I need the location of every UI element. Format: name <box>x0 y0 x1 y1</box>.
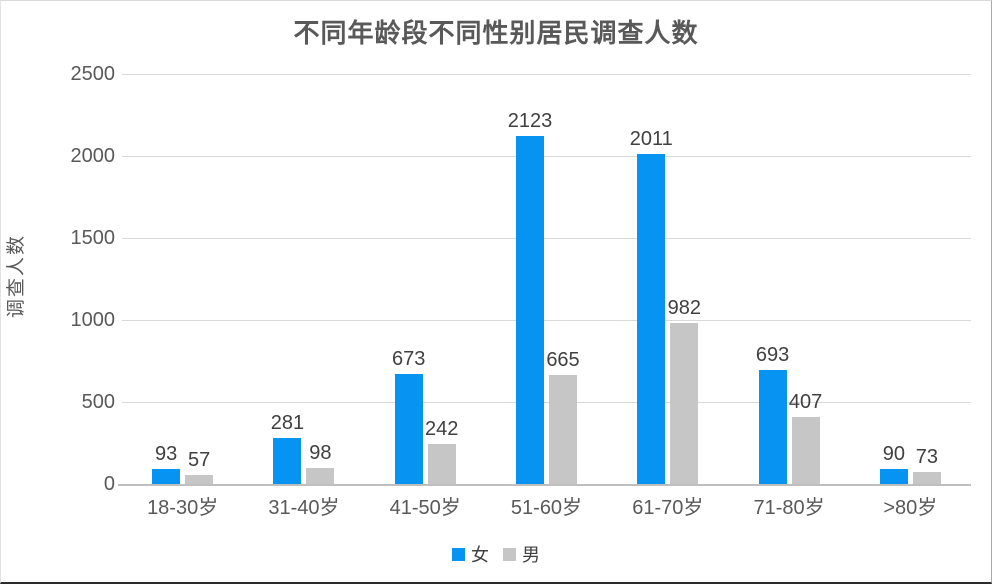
legend-item-male: 男 <box>503 541 540 567</box>
data-label-female: 90 <box>882 443 905 466</box>
x-tick-label: 61-70岁 <box>632 497 704 519</box>
bar-female <box>273 437 302 484</box>
x-tick-label: 41-50岁 <box>389 497 461 519</box>
x-tick-label: 31-40岁 <box>268 497 340 519</box>
bar-female <box>758 370 787 484</box>
data-label-female: 2123 <box>507 109 553 132</box>
legend-swatch-male <box>503 547 516 561</box>
legend-swatch-female <box>452 547 465 561</box>
data-label-male: 98 <box>309 441 332 464</box>
bar-male <box>427 444 456 484</box>
data-label-male: 242 <box>425 418 459 441</box>
data-label-male: 665 <box>546 348 580 371</box>
gridline <box>122 319 971 321</box>
y-tick-label: 500 <box>81 391 115 413</box>
legend-label-female: 女 <box>471 545 489 565</box>
gridline <box>122 73 971 75</box>
y-tick-label: 1000 <box>70 309 116 331</box>
x-tick-label: 18-30岁 <box>147 497 219 519</box>
data-label-female: 281 <box>270 411 305 434</box>
gridline <box>122 237 971 239</box>
bar-male <box>912 472 941 484</box>
data-label-female: 93 <box>155 442 178 465</box>
gridline <box>122 401 971 403</box>
y-tick-label: 2000 <box>70 145 116 167</box>
data-label-female: 2011 <box>629 128 673 151</box>
legend-item-female: 女 <box>452 541 489 567</box>
data-label-male: 57 <box>188 448 211 471</box>
chart-title: 不同年龄段不同性别居民调查人数 <box>293 18 699 48</box>
legend: 女男 <box>1 541 991 567</box>
bar-female <box>879 469 908 484</box>
data-label-female: 673 <box>392 347 426 370</box>
bar-male <box>306 467 335 484</box>
x-axis-line <box>118 484 971 486</box>
data-label-male: 73 <box>915 446 938 469</box>
bar-female <box>394 373 423 484</box>
x-tick-label: 71-80岁 <box>753 497 825 519</box>
data-label-male: 982 <box>667 296 701 319</box>
y-tick-label: 0 <box>103 473 115 495</box>
data-label-male: 407 <box>788 391 823 414</box>
x-tick-label: 51-60岁 <box>510 497 583 519</box>
y-tick-label: 1500 <box>70 227 116 249</box>
bar-female <box>637 154 666 484</box>
data-label-female: 693 <box>755 344 790 367</box>
gridline <box>122 155 971 157</box>
bar-male <box>791 417 820 484</box>
bar-male <box>670 322 699 484</box>
x-tick-label: >80岁 <box>883 497 938 519</box>
y-tick-label: 2500 <box>70 63 116 85</box>
y-axis-title: 调查人数 <box>6 234 27 319</box>
bar-female <box>516 135 544 484</box>
bar-male <box>185 474 214 484</box>
bar-female <box>152 468 181 484</box>
bar-male <box>549 374 577 484</box>
legend-label-male: 男 <box>522 545 540 565</box>
